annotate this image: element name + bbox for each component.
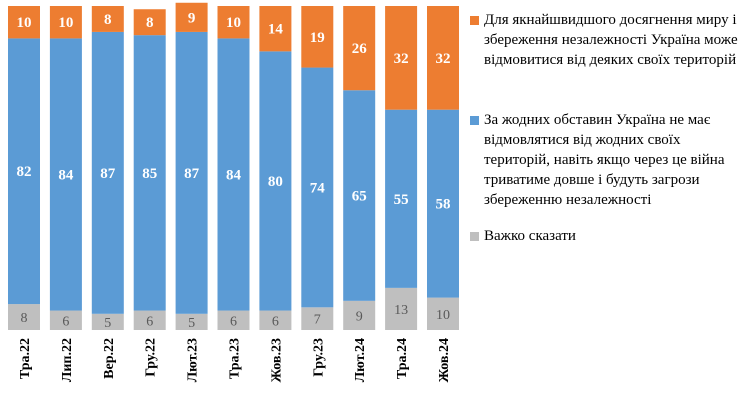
bar-segment-3-3 — [91, 6, 124, 32]
legend: Для якнайшвидшого досягнення миру і збер… — [470, 10, 738, 286]
data-label-2-6: 84 — [226, 167, 242, 183]
legend-swatch — [470, 232, 479, 241]
data-label-3-9: 26 — [352, 41, 368, 57]
bar-segment-1-4 — [133, 310, 166, 330]
category-tick-label-1: Тра.22 — [18, 338, 33, 379]
bar-segment-2-11 — [427, 109, 459, 298]
data-label-2-4: 85 — [142, 166, 157, 182]
data-label-2-5: 87 — [184, 166, 200, 182]
data-label-3-10: 32 — [394, 51, 409, 67]
bar-segment-1-10 — [385, 287, 418, 330]
data-label-2-1: 82 — [17, 164, 32, 180]
bar-segment-1-1 — [8, 304, 40, 330]
bar-segment-3-9 — [343, 6, 376, 91]
bar-segment-2-10 — [385, 109, 418, 288]
bars-layer — [8, 2, 459, 330]
data-label-3-6: 10 — [226, 15, 241, 31]
bar-segment-3-4 — [133, 9, 166, 36]
data-label-1-8: 7 — [314, 313, 321, 328]
data-label-2-8: 74 — [310, 180, 326, 196]
data-label-1-7: 6 — [272, 314, 279, 329]
bar-segment-2-4 — [133, 35, 166, 311]
bar-segment-3-7 — [259, 6, 292, 52]
data-label-3-8: 19 — [310, 30, 325, 46]
bar-segment-3-5 — [175, 2, 208, 32]
bar-segment-3-11 — [427, 6, 459, 110]
legend-label: За жодних обставин Україна не має відмов… — [484, 112, 725, 208]
legend-label: Для якнайшвидшого досягнення миру і збер… — [484, 12, 738, 68]
bar-segment-3-10 — [385, 6, 418, 110]
bar-segment-3-8 — [301, 6, 334, 68]
data-label-1-4: 6 — [146, 314, 153, 329]
category-tick-label-7: Жов.23 — [269, 338, 284, 383]
bar-segment-1-9 — [343, 300, 376, 330]
data-label-1-9: 9 — [356, 309, 363, 324]
category-tick-label-9: Лют.24 — [353, 338, 368, 382]
data-label-1-2: 6 — [62, 314, 69, 329]
bar-segment-2-6 — [217, 38, 250, 311]
bar-segment-1-6 — [217, 310, 250, 330]
legend-item-1: Для якнайшвидшого досягнення миру і збер… — [470, 10, 738, 70]
bar-segment-2-5 — [175, 31, 208, 314]
legend-swatch — [470, 16, 479, 25]
bar-segment-2-2 — [49, 38, 82, 311]
data-label-2-9: 65 — [352, 189, 367, 205]
bar-segment-2-3 — [91, 31, 124, 314]
legend-item-2: За жодних обставин Україна не має відмов… — [470, 110, 738, 210]
category-tick-label-10: Тра.24 — [395, 338, 410, 379]
legend-item-3: Важко сказати — [470, 226, 738, 246]
category-tick-label-6: Тра.23 — [228, 338, 243, 379]
category-tick-label-8: Гру.23 — [311, 338, 326, 377]
bar-segment-1-2 — [49, 310, 82, 330]
data-label-3-7: 14 — [268, 22, 284, 38]
bar-segment-2-7 — [259, 51, 292, 311]
data-label-1-5: 5 — [188, 316, 195, 331]
data-label-2-7: 80 — [268, 174, 283, 190]
bar-segment-1-8 — [301, 307, 334, 330]
data-label-1-1: 8 — [21, 311, 28, 326]
bar-segment-2-8 — [301, 67, 334, 308]
category-tick-label-3: Вер.22 — [102, 338, 117, 379]
bar-segment-1-11 — [427, 297, 459, 330]
data-label-2-10: 55 — [394, 192, 409, 208]
data-label-3-5: 9 — [188, 10, 196, 26]
bar-segment-1-7 — [259, 310, 292, 330]
data-label-2-3: 87 — [100, 166, 116, 182]
category-tick-label-4: Гру.22 — [144, 338, 159, 377]
bar-segment-1-5 — [175, 313, 208, 330]
data-label-3-3: 8 — [104, 12, 112, 28]
bar-segment-2-1 — [8, 38, 40, 305]
legend-label: Важко сказати — [484, 228, 576, 244]
data-label-1-6: 6 — [230, 314, 237, 329]
bar-segment-1-3 — [91, 313, 124, 330]
data-label-3-11: 32 — [436, 51, 451, 67]
data-label-1-10: 13 — [394, 303, 408, 318]
legend-swatch — [470, 116, 479, 125]
bar-segment-3-1 — [8, 6, 40, 39]
data-label-2-11: 58 — [436, 197, 451, 213]
data-label-2-2: 84 — [58, 167, 74, 183]
category-axis: Тра.22 Лип.22 Вер.22 Гру.22 Лют.23 Тра.23 Жов.… — [18, 338, 452, 383]
data-label-1-11: 10 — [436, 308, 450, 323]
bar-segment-3-6 — [217, 6, 250, 39]
category-tick-label-5: Лют.23 — [186, 338, 201, 382]
data-label-3-4: 8 — [146, 15, 154, 31]
category-tick-label-11: Жов.24 — [437, 338, 452, 383]
data-labels-layer: 8821068410587868585879684106801477419965… — [17, 10, 451, 331]
bar-segment-2-9 — [343, 90, 376, 301]
bar-segment-3-2 — [49, 6, 82, 39]
data-label-3-1: 10 — [17, 15, 32, 31]
data-label-1-3: 5 — [104, 316, 111, 331]
category-tick-label-2: Лип.22 — [60, 338, 75, 382]
data-label-3-2: 10 — [58, 15, 73, 31]
